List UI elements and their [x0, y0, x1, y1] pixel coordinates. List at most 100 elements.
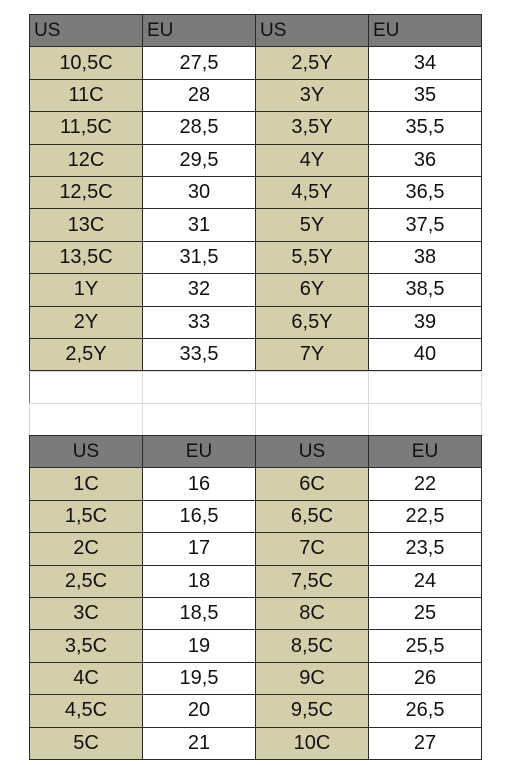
eu-size-cell[interactable]: 38,5 — [368, 273, 482, 307]
eu-size-cell[interactable]: 20 — [142, 694, 256, 728]
us-size-cell[interactable]: 3C — [29, 596, 143, 631]
empty-cell[interactable] — [255, 371, 369, 404]
table-row: 13,5C 31,5 5,5Y 38 — [29, 240, 482, 275]
us-size-cell[interactable]: 12C — [29, 143, 143, 177]
table-row: 4C 19,5 9C 26 — [29, 661, 482, 696]
eu-size-cell[interactable]: 25 — [368, 596, 482, 631]
header-cell-eu[interactable]: EU — [368, 13, 482, 48]
eu-size-cell[interactable]: 22 — [368, 467, 482, 501]
us-size-cell[interactable]: 4,5C — [29, 694, 143, 728]
us-size-cell[interactable]: 5Y — [255, 208, 369, 242]
table-row: 11C 28 3Y 35 — [29, 78, 482, 113]
us-size-cell[interactable]: 12,5C — [29, 175, 143, 210]
eu-size-cell[interactable]: 38 — [368, 240, 482, 275]
eu-size-cell[interactable]: 22,5 — [368, 499, 482, 534]
eu-size-cell[interactable]: 24 — [368, 564, 482, 598]
empty-cell[interactable] — [255, 403, 369, 436]
header-cell-us[interactable]: US — [255, 434, 369, 469]
empty-cell[interactable] — [142, 371, 256, 404]
us-size-cell[interactable]: 7Y — [255, 337, 369, 372]
eu-size-cell[interactable]: 34 — [368, 46, 482, 80]
empty-cell[interactable] — [29, 371, 143, 404]
header-cell-us[interactable]: US — [29, 13, 143, 48]
us-size-cell[interactable]: 8C — [255, 596, 369, 631]
eu-size-cell[interactable]: 21 — [142, 726, 256, 760]
eu-size-cell[interactable]: 25,5 — [368, 629, 482, 663]
us-size-cell[interactable]: 3Y — [255, 78, 369, 113]
eu-size-cell[interactable]: 26 — [368, 661, 482, 696]
eu-size-cell[interactable]: 18 — [142, 564, 256, 598]
eu-size-cell[interactable]: 26,5 — [368, 694, 482, 728]
us-size-cell[interactable]: 2,5C — [29, 564, 143, 598]
us-size-cell[interactable]: 4C — [29, 661, 143, 696]
eu-size-cell[interactable]: 19,5 — [142, 661, 256, 696]
empty-cell[interactable] — [368, 371, 482, 404]
eu-size-cell[interactable]: 36,5 — [368, 175, 482, 210]
empty-cell[interactable] — [29, 403, 143, 436]
eu-size-cell[interactable]: 16,5 — [142, 499, 256, 534]
eu-size-cell[interactable]: 35 — [368, 78, 482, 113]
eu-size-cell[interactable]: 31,5 — [142, 240, 256, 275]
header-cell-eu[interactable]: EU — [368, 434, 482, 469]
eu-size-cell[interactable]: 35,5 — [368, 111, 482, 145]
us-size-cell[interactable]: 6C — [255, 467, 369, 501]
us-size-cell[interactable]: 7,5C — [255, 564, 369, 598]
eu-size-cell[interactable]: 17 — [142, 532, 256, 566]
empty-cell[interactable] — [142, 403, 256, 436]
header-cell-us[interactable]: US — [29, 434, 143, 469]
us-size-cell[interactable]: 11,5C — [29, 111, 143, 145]
us-size-cell[interactable]: 8,5C — [255, 629, 369, 663]
us-size-cell[interactable]: 5C — [29, 726, 143, 760]
eu-size-cell[interactable]: 29,5 — [142, 143, 256, 177]
eu-size-cell[interactable]: 18,5 — [142, 596, 256, 631]
us-size-cell[interactable]: 6Y — [255, 273, 369, 307]
eu-size-cell[interactable]: 37,5 — [368, 208, 482, 242]
us-size-cell[interactable]: 9,5C — [255, 694, 369, 728]
eu-size-cell[interactable]: 40 — [368, 337, 482, 372]
us-size-cell[interactable]: 10C — [255, 726, 369, 760]
us-size-cell[interactable]: 10,5C — [29, 46, 143, 80]
us-size-cell[interactable]: 9C — [255, 661, 369, 696]
us-size-cell[interactable]: 2Y — [29, 305, 143, 339]
eu-size-cell[interactable]: 16 — [142, 467, 256, 501]
us-size-cell[interactable]: 4,5Y — [255, 175, 369, 210]
eu-size-cell[interactable]: 30 — [142, 175, 256, 210]
header-cell-eu[interactable]: EU — [142, 434, 256, 469]
us-size-cell[interactable]: 7C — [255, 532, 369, 566]
us-size-cell[interactable]: 2,5Y — [255, 46, 369, 80]
us-size-cell[interactable]: 2C — [29, 532, 143, 566]
table-row: 2C 17 7C 23,5 — [29, 532, 482, 566]
us-size-cell[interactable]: 11C — [29, 78, 143, 113]
eu-size-cell[interactable]: 33 — [142, 305, 256, 339]
us-size-cell[interactable]: 1,5C — [29, 499, 143, 534]
table-row: 1,5C 16,5 6,5C 22,5 — [29, 499, 482, 534]
eu-size-cell[interactable]: 27 — [368, 726, 482, 760]
us-size-cell[interactable]: 3,5Y — [255, 111, 369, 145]
empty-cell[interactable] — [368, 403, 482, 436]
eu-size-cell[interactable]: 23,5 — [368, 532, 482, 566]
table-row: 2Y 33 6,5Y 39 — [29, 305, 482, 339]
table-row: 11,5C 28,5 3,5Y 35,5 — [29, 111, 482, 145]
us-size-cell[interactable]: 2,5Y — [29, 337, 143, 372]
us-size-cell[interactable]: 13,5C — [29, 240, 143, 275]
header-cell-us[interactable]: US — [255, 13, 369, 48]
us-size-cell[interactable]: 1C — [29, 467, 143, 501]
us-size-cell[interactable]: 3,5C — [29, 629, 143, 663]
us-size-cell[interactable]: 6,5Y — [255, 305, 369, 339]
eu-size-cell[interactable]: 33,5 — [142, 337, 256, 372]
us-size-cell[interactable]: 6,5C — [255, 499, 369, 534]
eu-size-cell[interactable]: 28 — [142, 78, 256, 113]
header-cell-eu[interactable]: EU — [142, 13, 256, 48]
eu-size-cell[interactable]: 31 — [142, 208, 256, 242]
eu-size-cell[interactable]: 19 — [142, 629, 256, 663]
us-size-cell[interactable]: 13C — [29, 208, 143, 242]
eu-size-cell[interactable]: 39 — [368, 305, 482, 339]
eu-size-cell[interactable]: 32 — [142, 273, 256, 307]
us-size-cell[interactable]: 1Y — [29, 273, 143, 307]
eu-size-cell[interactable]: 36 — [368, 143, 482, 177]
us-size-cell[interactable]: 5,5Y — [255, 240, 369, 275]
eu-size-cell[interactable]: 27,5 — [142, 46, 256, 80]
us-size-cell[interactable]: 4Y — [255, 143, 369, 177]
table-row: 12,5C 30 4,5Y 36,5 — [29, 175, 482, 210]
eu-size-cell[interactable]: 28,5 — [142, 111, 256, 145]
